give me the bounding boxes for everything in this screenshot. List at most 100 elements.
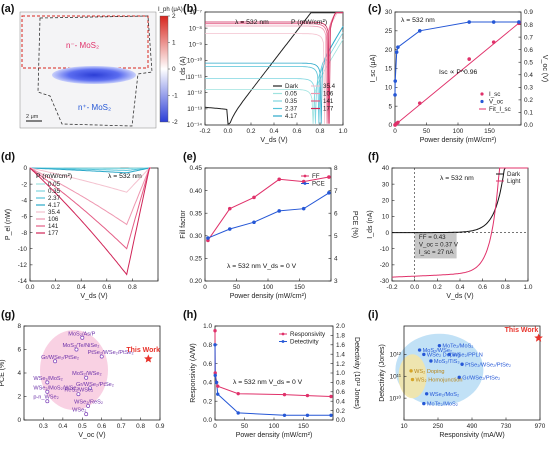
panel-f-xtick-label: 0.4 [456,284,465,291]
panel-i-xtick-label: 970 [535,423,546,430]
panel-d-legend-label: 141 [48,223,59,230]
panel-e-ylabel-right: PCE (%) [351,211,358,238]
panel-h-legend-label: Detectivity [290,339,319,346]
panel-g-ytick-label: 8 [17,323,21,330]
panel-h-ytick-label: 0.8 [203,342,212,349]
panel-d-xlabel: V_ds (V) [80,293,107,300]
panel-c-legend-label: V_oc [489,99,503,106]
panel-f-xtick-label: 0.6 [478,284,487,291]
panel-e-xtick-label: 150 [294,284,305,291]
panel-i-data-point [422,401,426,406]
panel-c-voc-point [394,50,399,54]
panel-h-ytick-label: 0.2 [203,398,212,405]
panel-d-annotation: λ = 532 nm [108,173,142,180]
panel-h-responsivity-point [213,329,217,333]
panel-g-point-label: PtSe₂/WSe₂/PtSe₂ [88,350,134,356]
panel-g-data-point [88,386,93,391]
panel-e-ytick-right-label: 8 [334,165,338,172]
panel-g-point-label: MoS₂/As/P [68,331,95,337]
colorbar-title: I_ph (μA) [158,7,183,13]
panel-c-ytick-label: 0 [388,122,392,129]
panel-b-ytick-label: 10⁻¹⁴ [187,122,203,129]
panel-c-ytick-right-label: 0.9 [524,9,533,16]
panel-g-point-label: WSe₂/MoS₂/WSe₂ [33,385,78,391]
panel-h-detectivity-point [282,413,287,417]
panel-i-data-point [424,392,429,396]
panel-h-ytick-right-label: 1.2 [336,361,345,368]
panel-f-ytick-label: 20 [382,197,390,204]
panel-e-xtick-label: 0 [203,284,207,291]
panel-e-pce-point [206,236,210,240]
panel-g-data-point [45,380,50,385]
panel-i-data-point [417,348,422,352]
panel-i-point-label: WSe₂/MoS₂ [430,392,460,398]
panel-d-xtick-label: 0.8 [128,284,137,291]
panel-g-xtick-label: 0.7 [117,423,126,430]
panel-c-fit-label: Isc ∝ P^0.96 [439,69,477,76]
panel-i-point-label: Gr/WSe₂/PtSe₂ [462,375,500,381]
panel-f-ytick-label: -30 [380,278,390,285]
panel-e-ytick-right-label: 7 [334,188,338,195]
panel-d-ylabel: P_el (nW) [5,209,12,240]
panel-f-chart: -0.2 0.0 0.2 0.4 0.6 0.8 1.0 40 30 20 10 0 -10 -20 -30… [367,165,533,300]
panel-b-series-line [205,12,343,124]
panel-h-label: (h) [183,309,197,321]
panel-i-xtick-label: 10 [400,423,408,430]
panel-b-ytick-label: 10⁻¹¹ [187,74,202,81]
panel-i-ws2-blob [398,354,427,399]
panel-f-metric-label: I_sc = 27 nA [419,249,454,256]
panel-d-label: (d) [1,151,15,163]
panel-e-ytick-label: 0.20 [190,278,203,285]
panel-c-voc-point [417,29,422,33]
panel-a: (a) n⁻- MoS₂ n⁺- MoS₂ 2 μm I_ph (μA) 2 1 0… [1,3,183,129]
panel-h-legend-label: Responsivity [290,331,326,338]
panel-i-data-point [409,369,413,373]
panel-c-ytick-label: 15 [385,66,393,73]
photocurrent-hotspot [52,66,136,84]
panel-f-xtick-label: -0.2 [386,284,397,291]
panel-b-legend-label: 177 [323,106,334,113]
panel-f-ytick-label: 30 [382,181,390,188]
panel-b-legend-label: 2.37 [285,106,298,113]
colorbar-ticks: 2 1 0 -1 -2 [168,13,178,126]
panel-b-ytick-label: 10⁻¹⁰ [187,58,203,65]
panel-f-ylabel: I_ds (nA) [367,210,374,238]
panel-h-detectivity-point [236,411,240,415]
panel-c-ytick-label: 20 [385,47,393,54]
panel-b-xtick-label: 1.0 [339,128,348,135]
panel-e-ff-point [227,206,232,211]
panel-b-xtick-label: 0.2 [247,128,256,135]
panel-d-legend-label: 106 [48,216,59,223]
panel-h-xlabel: Power density (mW/cm²) [236,432,313,439]
panel-c-legend-label: I_sc [489,91,500,98]
panel-h-legend-marker [281,332,285,336]
panel-i-ytick-label: 10¹¹ [390,373,401,380]
panel-g-xtick-label: 0.5 [78,423,87,430]
panel-c-voc-line [394,21,519,95]
panel-g-point-label: ReS₂/WSe₂ [64,388,93,394]
panel-c-isc-point [396,120,400,125]
panel-c-xtick-label: 0 [393,128,397,135]
panel-b-xlabel: V_ds (V) [260,137,287,144]
panel-g-point-label: WSe₂ [72,408,86,414]
panel-e-xtick-label: 100 [263,284,274,291]
panel-d-ytick-label: -14 [18,278,28,285]
panel-h-responsivity-point [305,393,310,398]
panel-g-data-point [76,392,81,397]
panel-e-pce-point [301,206,306,211]
panel-e-ytick-right-label: 3 [334,278,338,285]
panel-c-xlabel: Power density (mW/cm²) [420,137,497,144]
panel-a-label: (a) [1,3,15,15]
panel-g-data-point [86,403,91,408]
panel-h-ytick-label: 1.0 [203,323,212,330]
panel-g-data-point [80,335,85,340]
panel-h-responsivity-point [282,392,287,397]
panel-h-detectivity-point [329,413,333,417]
panel-b-series-line [205,26,344,124]
panel-d-ytick-label: -12 [18,262,28,269]
panel-c-ytick-label: 25 [385,28,393,35]
panel-g-point-label: p-n_WSe₂ [33,395,59,401]
panel-d-chart: 0.0 0.2 0.4 0.6 0.8 0 -2 -4 -6 -8 -10 -12 -14 V_ds (V… [5,165,159,300]
panel-c-ytick-label: 5 [388,103,392,110]
panel-h-responsivity-point [236,391,240,396]
